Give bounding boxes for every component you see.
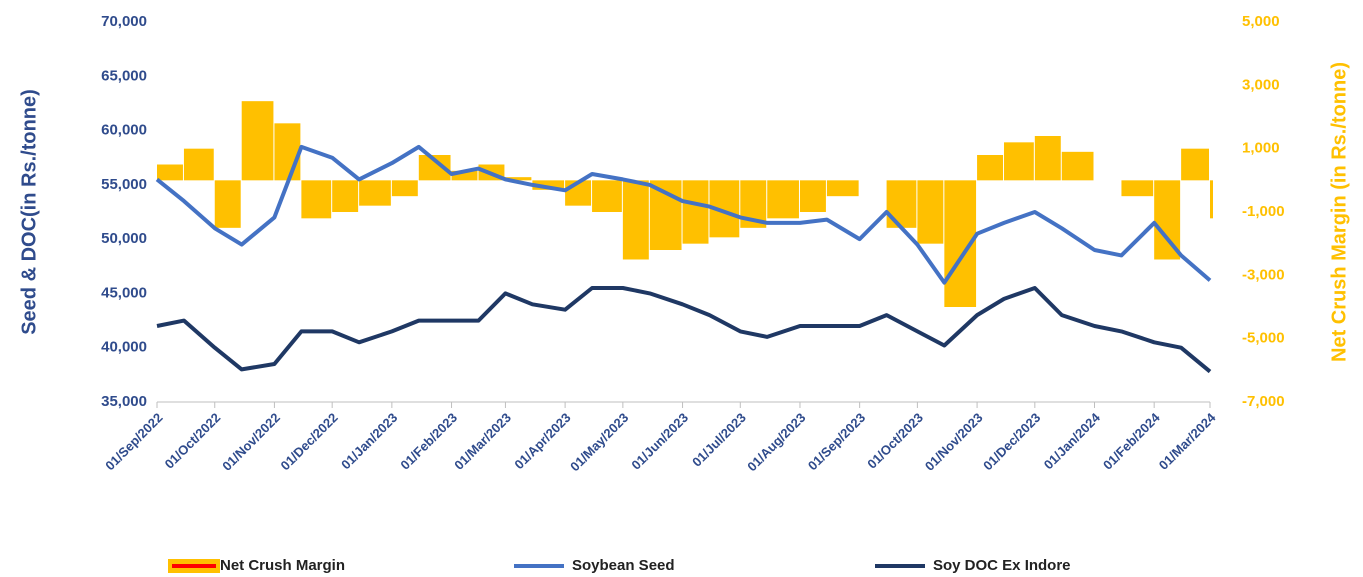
bar [157,164,183,181]
y-tick-label: 60,000 [101,122,147,139]
bar [622,180,649,260]
x-tick-label: 01/Nov/2023 [922,410,986,474]
y-tick-label: 65,000 [101,67,147,84]
x-tick-label: 01/Jul/2023 [689,410,749,470]
bar [359,180,391,206]
y2-tick-label: 5,000 [1242,13,1280,30]
bar [532,180,565,190]
bar [241,101,274,181]
bar [332,180,359,212]
x-tick-label: 01/Mar/2024 [1156,409,1219,472]
x-tick-label: 01/Feb/2024 [1100,409,1163,472]
y2-tick-label: 3,000 [1242,76,1280,93]
legend-label: Soy DOC Ex Indore [933,557,1071,574]
x-tick-label: 01/Oct/2023 [864,410,926,472]
bar [977,155,1004,181]
bar [917,180,944,244]
y-tick-label: 50,000 [101,230,147,247]
bar [826,180,859,197]
y-tick-label: 55,000 [101,176,147,193]
bar [799,180,826,212]
bar [301,180,332,219]
x-tick-label: 01/Jan/2024 [1041,409,1104,472]
y2-tick-label: -5,000 [1242,330,1285,347]
y-tick-label: 70,000 [101,13,147,30]
x-tick-label: 01/Feb/2023 [397,410,460,473]
y2-tick-label: 1,000 [1242,140,1280,157]
x-tick-label: 01/Apr/2023 [511,410,573,472]
x-tick-label: 01/May/2023 [567,410,631,474]
bar [451,170,478,181]
bar [1181,148,1209,181]
y2-tick-label: -7,000 [1242,393,1285,410]
y-tick-label: 40,000 [101,339,147,356]
bar [505,177,532,181]
bar [183,148,214,181]
bar [1034,136,1061,181]
bar [1004,142,1034,181]
legend-label: Net Crush Margin [220,557,345,574]
bar [1210,180,1213,219]
y-tick-label: 45,000 [101,284,147,301]
x-tick-label: 01/Sep/2022 [102,410,165,473]
bar [391,180,418,197]
x-tick-label: 01/Mar/2023 [451,410,514,473]
line [156,286,1212,374]
bar [886,180,917,228]
bar [767,180,799,219]
bar [214,180,241,228]
x-tick-label: 01/Dec/2023 [980,410,1043,473]
x-tick-label: 01/Jun/2023 [628,410,691,473]
y-tick-label: 35,000 [101,393,147,410]
y2-tick-label: -1,000 [1242,203,1285,220]
line [155,144,1212,285]
x-tick-label: 01/Oct/2022 [162,410,224,472]
bar [682,180,709,244]
bar [1061,151,1094,181]
bar [274,123,301,181]
x-tick-label: 01/Nov/2022 [219,410,283,474]
bar [1121,180,1154,197]
legend-label: Soybean Seed [572,557,675,574]
y2-tick-label: -3,000 [1242,266,1285,283]
bar [592,180,622,212]
x-tick-label: 01/Sep/2023 [805,410,868,473]
x-tick-label: 01/Dec/2022 [277,410,340,473]
y-axis-title: Seed & DOC(in Rs./tonne) [18,89,40,335]
x-tick-label: 01/Jan/2023 [338,410,400,472]
x-tick-label: 01/Aug/2023 [744,410,808,474]
y2-axis-title: Net Crush Margin (in Rs./tonne) [1328,62,1350,362]
